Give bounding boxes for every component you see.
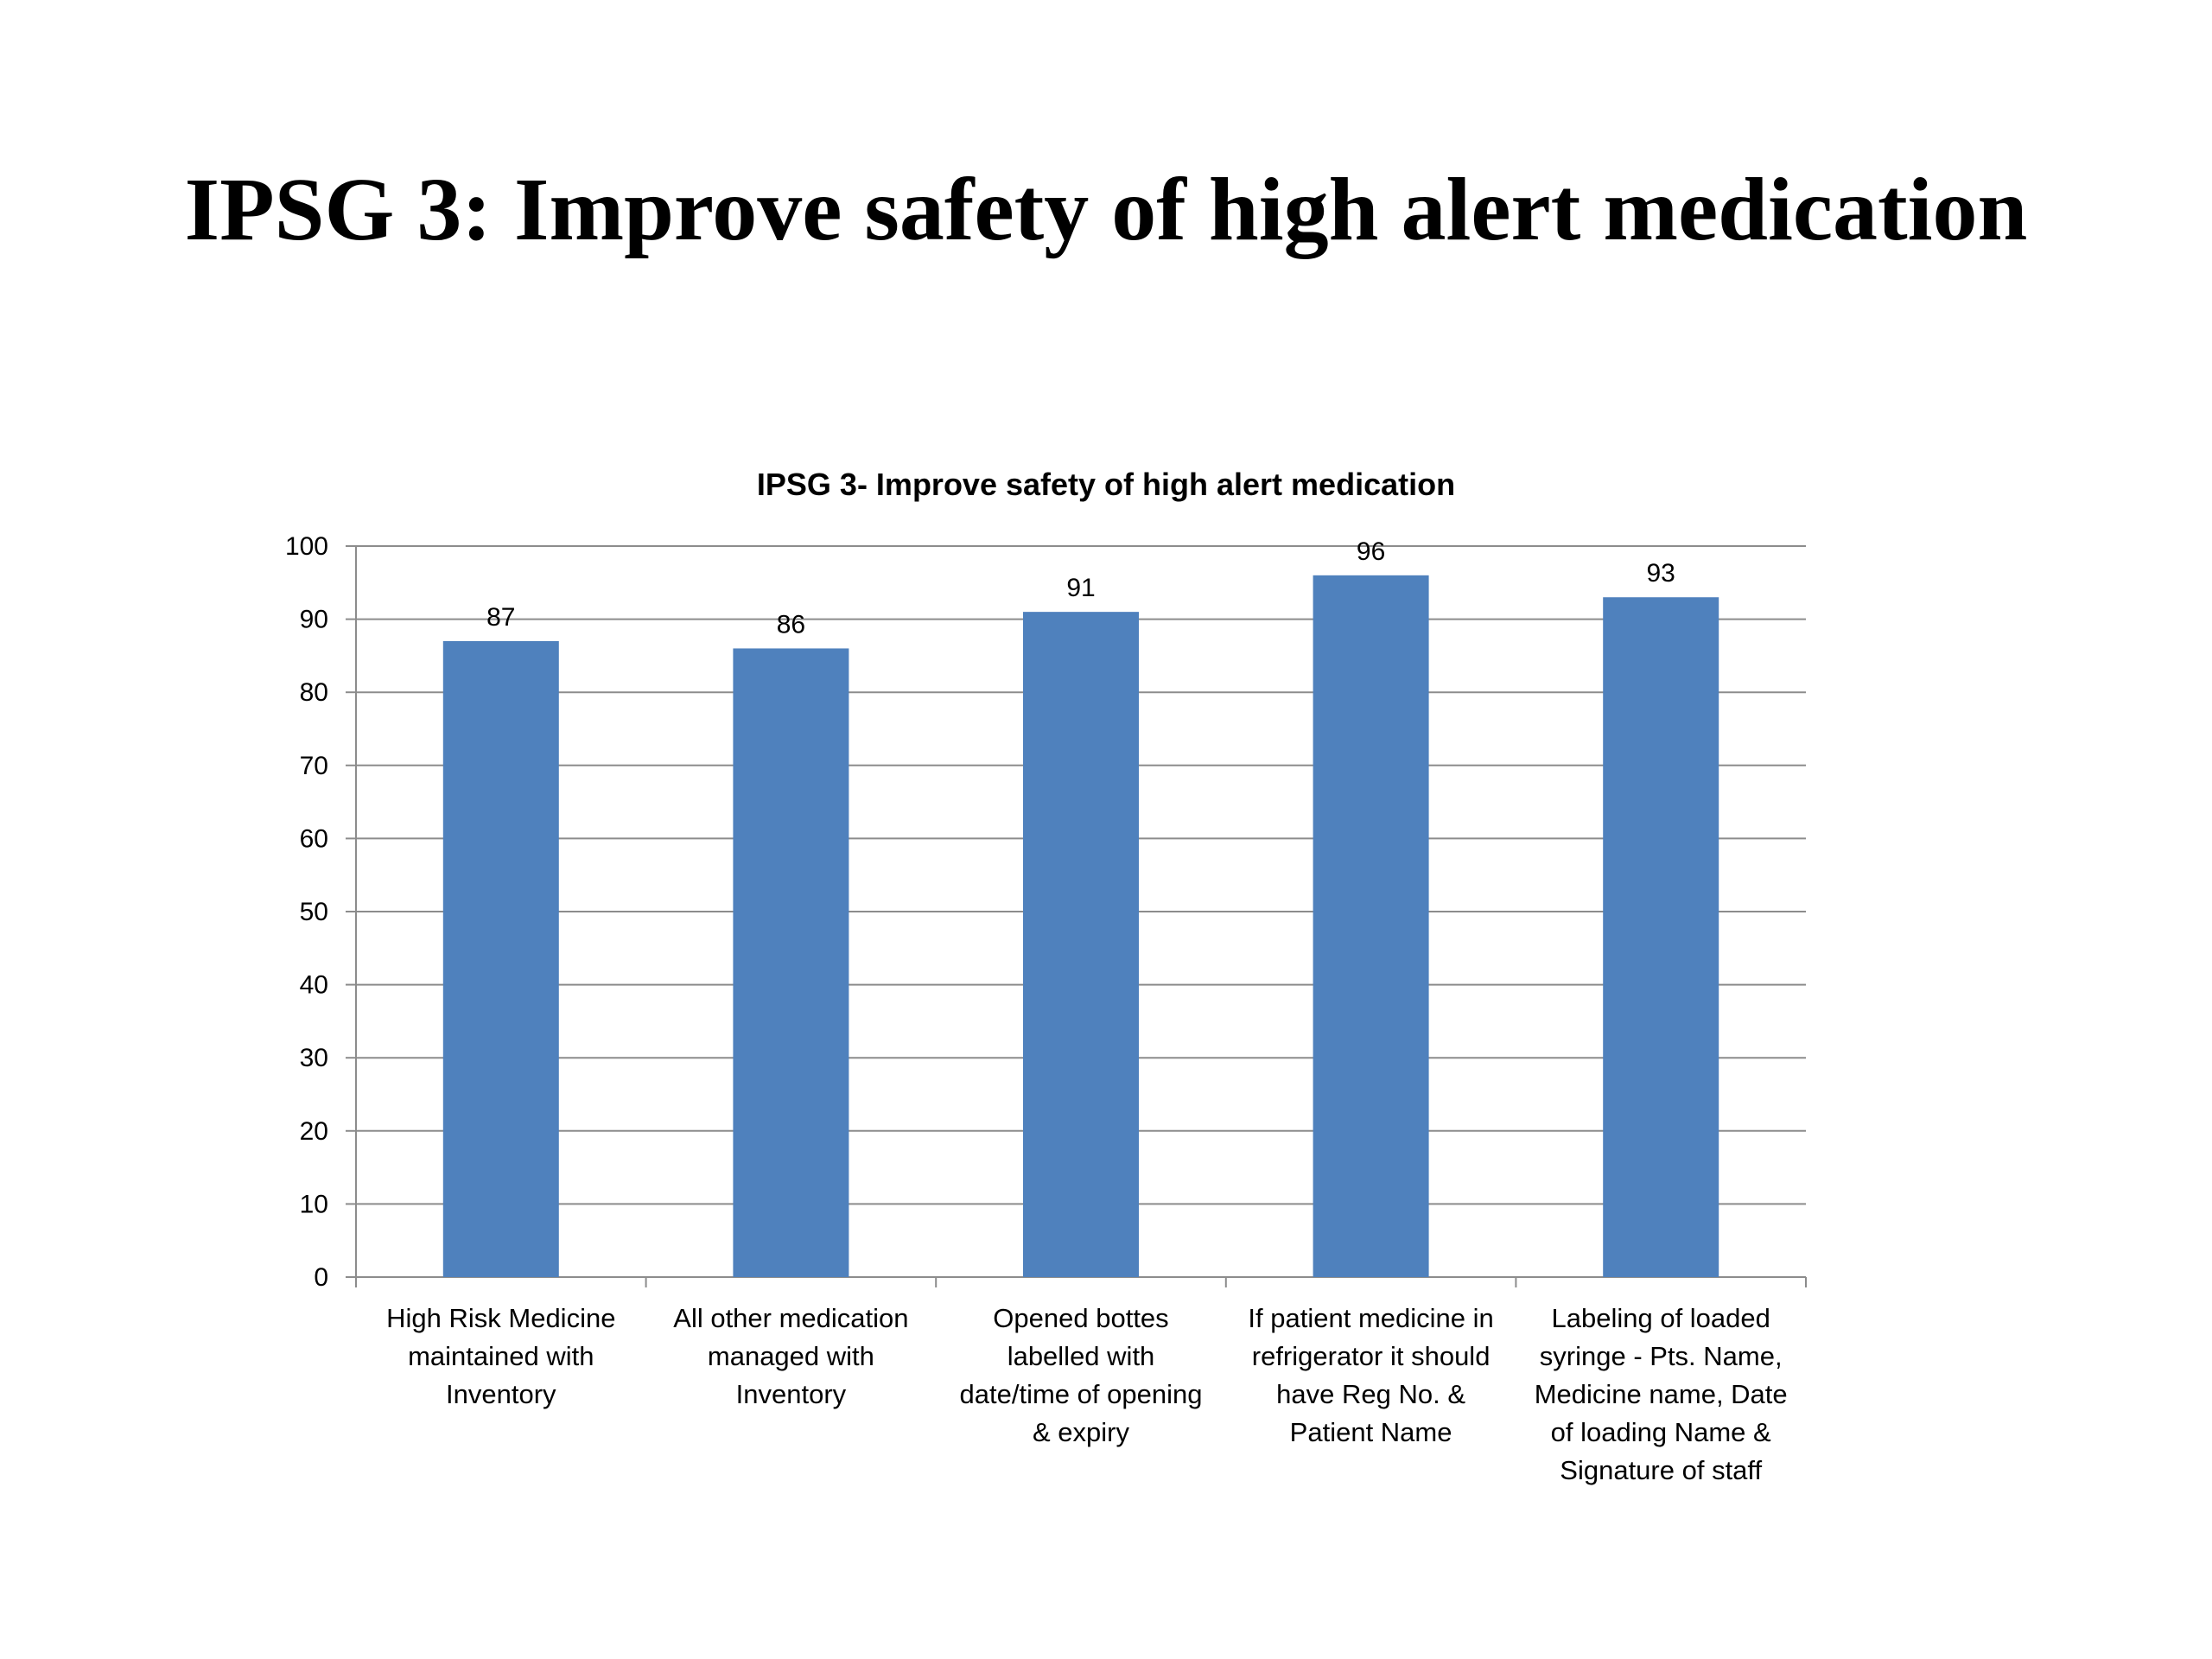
y-tick-label: 90 (300, 606, 328, 634)
data-label: 86 (777, 610, 805, 639)
y-tick-label: 30 (300, 1044, 328, 1072)
x-category-label-line: managed with (708, 1341, 874, 1371)
labels: 0 10 20 30 40 50 60 70 80 90 100 87 High Risk Medici… (285, 532, 1788, 1485)
data-label: 93 (1647, 559, 1675, 588)
bar (442, 640, 559, 1277)
x-category-label-line: maintained with (408, 1341, 594, 1371)
y-tick-label: 20 (300, 1117, 328, 1146)
x-category-label-line: syringe - Pts. Name, (1540, 1341, 1783, 1371)
data-label: 96 (1357, 537, 1385, 566)
x-category-label-line: All other medication (673, 1303, 908, 1333)
bar (733, 648, 849, 1277)
y-tick-label: 50 (300, 898, 328, 926)
x-category-label-line: refrigerator it should (1252, 1341, 1491, 1371)
y-tick-label: 70 (300, 752, 328, 780)
x-category-label: Labeling of loaded syringe - Pts. Name, Me… (1535, 1303, 1788, 1485)
y-tick-label: 60 (300, 824, 328, 853)
x-category-label-line: have Reg No. & (1276, 1379, 1465, 1409)
y-tick-label: 0 (314, 1263, 328, 1292)
x-category-label-line: Medicine name, Date (1535, 1379, 1788, 1409)
x-category-label-line: Signature of staff (1560, 1455, 1762, 1485)
x-category-label: Opened bottes labelled with date/time of o… (960, 1303, 1203, 1447)
x-category-label-line: If patient medicine in (1248, 1303, 1493, 1333)
x-category-label-line: labelled with (1007, 1341, 1155, 1371)
x-category-label-line: Inventory (446, 1379, 556, 1409)
bars (442, 575, 1719, 1277)
x-category-label-line: High Risk Medicine (386, 1303, 615, 1333)
x-category-label: All other medication managed with Inventor… (673, 1303, 908, 1409)
y-tick-label: 80 (300, 678, 328, 707)
x-category-label-line: Inventory (736, 1379, 847, 1409)
bar (1023, 612, 1139, 1277)
x-category-label-line: of loading Name & (1551, 1417, 1771, 1447)
y-tick-label: 100 (285, 532, 328, 561)
x-category-label-line: Labeling of loaded (1552, 1303, 1770, 1333)
bar (1603, 597, 1719, 1277)
y-tick-label: 40 (300, 971, 328, 1000)
x-category-label-line: date/time of opening (960, 1379, 1203, 1409)
x-category-label: High Risk Medicine maintained with Invento… (386, 1303, 615, 1409)
chart-title: IPSG 3- Improve safety of high alert med… (756, 467, 1456, 502)
x-category-label-line: & expiry (1033, 1417, 1129, 1447)
x-category-label: If patient medicine in refrigerator it sh… (1248, 1303, 1493, 1447)
x-category-label-line: Patient Name (1290, 1417, 1452, 1447)
y-tick-label: 10 (300, 1190, 328, 1218)
data-label: 87 (486, 603, 515, 632)
bar (1313, 575, 1429, 1277)
x-category-label-line: Opened bottes (993, 1303, 1168, 1333)
slide-title: IPSG 3: Improve safety of high alert med… (184, 160, 2028, 259)
data-label: 91 (1066, 574, 1095, 602)
